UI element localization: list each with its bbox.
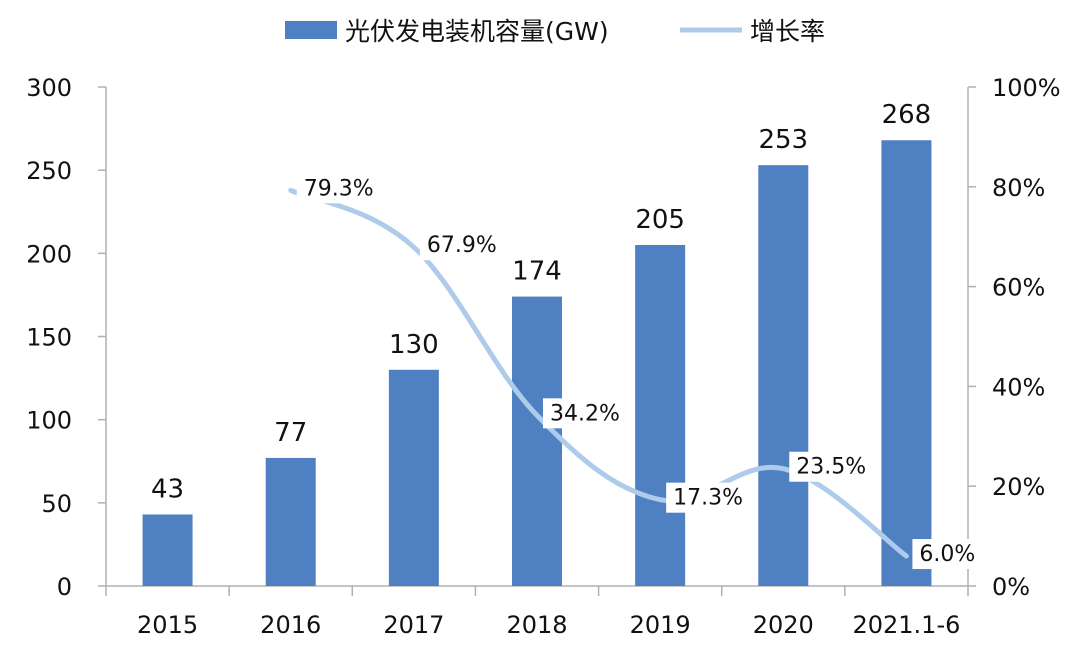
x-tick-label: 2019 bbox=[630, 611, 691, 639]
growth-label-bg bbox=[789, 451, 867, 482]
growth-value-label: 67.9% bbox=[427, 233, 497, 258]
bar-value-label: 268 bbox=[882, 100, 932, 130]
x-tick-label: 2017 bbox=[383, 611, 444, 639]
bar bbox=[512, 296, 562, 586]
y-left-tick-label: 150 bbox=[26, 324, 72, 352]
x-tick-label: 2020 bbox=[753, 611, 814, 639]
growth-value-label: 23.5% bbox=[796, 455, 866, 480]
y-right-tick-label: 0% bbox=[992, 573, 1030, 601]
growth-value-label: 34.2% bbox=[550, 401, 620, 426]
y-right-tick-label: 40% bbox=[992, 373, 1045, 401]
y-left-tick-label: 200 bbox=[26, 240, 72, 268]
y-right-tick-label: 20% bbox=[992, 473, 1045, 501]
legend-line-label: 增长率 bbox=[750, 17, 825, 46]
y-right-tick-label: 100% bbox=[992, 74, 1061, 102]
bar-value-label: 205 bbox=[635, 205, 685, 235]
y-left-tick-label: 0 bbox=[57, 573, 72, 601]
bar-value-label: 174 bbox=[512, 257, 562, 287]
growth-label-bg bbox=[543, 398, 620, 429]
bar-value-label: 77 bbox=[274, 418, 307, 448]
y-left-tick-label: 250 bbox=[26, 157, 72, 185]
bar bbox=[635, 245, 686, 586]
x-tick-label: 2021.1-6 bbox=[852, 611, 960, 639]
y-right-tick-label: 80% bbox=[992, 174, 1045, 202]
growth-line-group bbox=[288, 187, 909, 559]
growth-label-bg bbox=[296, 173, 374, 204]
growth-value-label: 79.3% bbox=[304, 176, 374, 201]
growth-value-label: 6.0% bbox=[919, 542, 975, 567]
ticks-group: 0 50 100 150 200 250 300 0% 20% 40% 60% 80% 100% 2015… bbox=[26, 74, 1060, 639]
growth-label-bg bbox=[666, 482, 744, 513]
growth-rate-line bbox=[288, 187, 909, 559]
x-tick-label: 2015 bbox=[137, 611, 198, 639]
bar bbox=[142, 514, 193, 586]
growth-label-bg bbox=[912, 539, 977, 570]
x-tick-label: 2016 bbox=[260, 611, 321, 639]
bars-group bbox=[142, 140, 932, 586]
y-left-tick-label: 100 bbox=[26, 407, 72, 435]
bar-value-label: 43 bbox=[151, 474, 184, 504]
y-left-tick-label: 300 bbox=[26, 74, 72, 102]
bar bbox=[881, 140, 932, 586]
bar-value-label: 130 bbox=[389, 330, 439, 360]
legend-bar-swatch bbox=[285, 21, 337, 39]
bar bbox=[758, 165, 809, 586]
x-tick-label: 2018 bbox=[506, 611, 567, 639]
y-left-tick-label: 50 bbox=[41, 490, 72, 518]
legend-bar-label: 光伏发电装机容量(GW) bbox=[345, 17, 609, 46]
bar-value-label: 253 bbox=[758, 125, 808, 155]
growth-value-label: 17.3% bbox=[673, 486, 743, 511]
y-right-tick-label: 60% bbox=[992, 274, 1045, 302]
labels-group: 43 77 130 174 205 253 268 79.3% 67.9% 34.2% 17.3% 2… bbox=[151, 100, 977, 570]
bar bbox=[265, 457, 316, 586]
legend: 光伏发电装机容量(GW) 增长率 bbox=[285, 17, 825, 46]
bar bbox=[388, 369, 439, 586]
growth-label-bg bbox=[419, 230, 497, 261]
